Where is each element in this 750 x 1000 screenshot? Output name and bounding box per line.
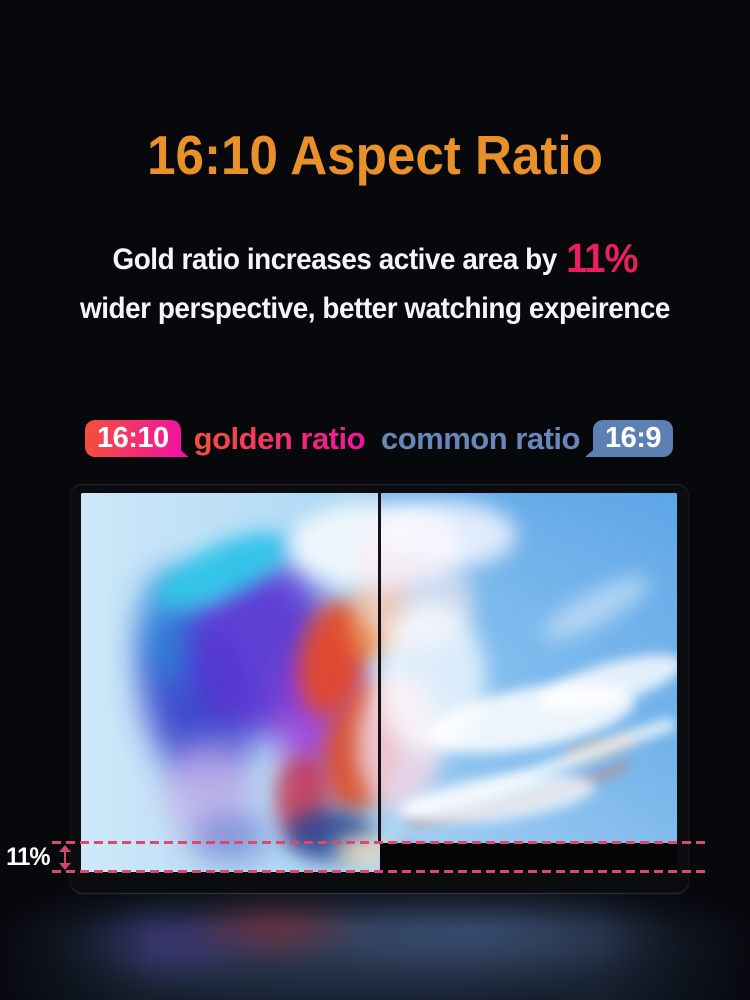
golden-ratio-badge: 16:10 <box>85 420 181 457</box>
extra-height-label: 11% <box>6 843 50 871</box>
dashed-line-169-bottom <box>52 841 710 844</box>
desk-reflection <box>0 893 750 1000</box>
jellyfish-wallpaper <box>81 493 677 872</box>
common-ratio-badge: 16:9 <box>592 420 673 457</box>
common-ratio-group: common ratio 16:9 <box>381 420 673 457</box>
subheadline-line2: wider perspective, better watching expei… <box>79 292 670 325</box>
golden-ratio-group: 16:10 golden ratio <box>85 420 366 457</box>
headline: 16:10 Aspect Ratio <box>147 124 603 186</box>
arrow-down-head <box>59 863 71 870</box>
common-ratio-label: common ratio <box>380 420 580 456</box>
subheadline-text: Gold ratio increases active area by <box>112 243 557 276</box>
subheadline-line1: Gold ratio increases active area by 11% <box>26 238 724 279</box>
area-increase-value: 11% <box>566 235 638 281</box>
ratio-169-letterbox <box>380 843 677 872</box>
height-arrow-icon <box>59 845 71 870</box>
arrow-up-head <box>59 845 71 852</box>
screen-divider-line <box>378 493 381 843</box>
desk-vignette <box>0 893 750 1000</box>
golden-ratio-label: golden ratio <box>193 420 366 456</box>
monitor-screen <box>81 493 677 872</box>
monitor <box>70 484 689 893</box>
dashed-line-1610-bottom <box>52 870 710 873</box>
arrow-shaft <box>64 849 66 866</box>
